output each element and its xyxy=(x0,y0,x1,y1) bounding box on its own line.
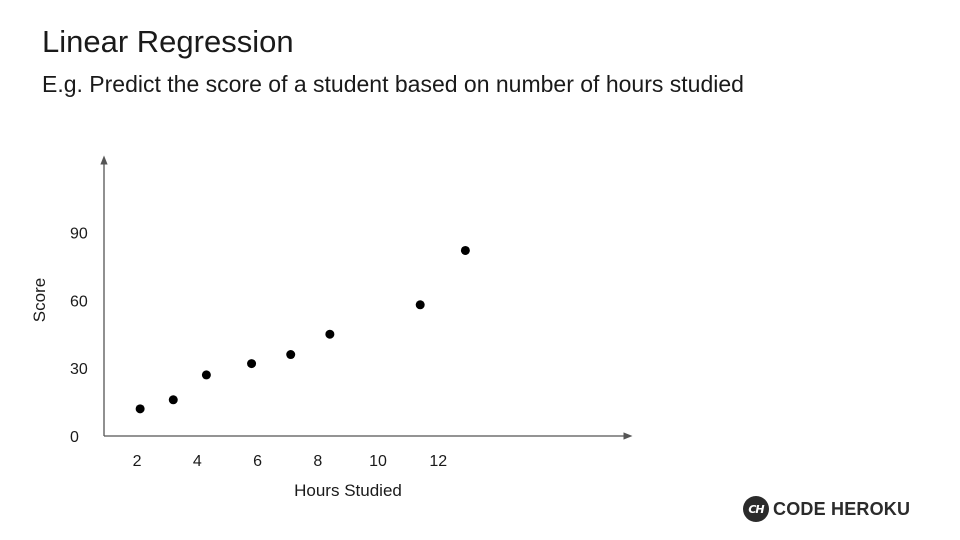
x-tick-label: 12 xyxy=(429,453,447,470)
slide-subtitle: E.g. Predict the score of a student base… xyxy=(42,71,744,97)
data-point xyxy=(286,350,296,360)
x-tick-label: 6 xyxy=(253,453,262,470)
y-tick-label: 30 xyxy=(70,361,88,378)
data-point xyxy=(168,395,178,405)
x-tick-label: 4 xyxy=(193,453,202,470)
data-point xyxy=(460,245,470,255)
y-axis-title: Score xyxy=(30,278,49,322)
data-point xyxy=(135,404,145,414)
data-point xyxy=(415,300,425,310)
y-tick-label: 90 xyxy=(70,225,88,242)
y-tick-label: 0 xyxy=(70,429,79,446)
brand-name: CODE HEROKU xyxy=(773,498,911,519)
x-tick-label: 10 xyxy=(369,453,387,470)
brand-logo: CH CODE HEROKU xyxy=(743,496,910,522)
data-point xyxy=(325,329,335,339)
data-point xyxy=(247,359,257,369)
x-tick-label: 2 xyxy=(133,453,142,470)
x-tick-label: 8 xyxy=(313,453,322,470)
y-tick-label: 60 xyxy=(70,293,88,310)
data-point xyxy=(201,370,211,380)
slide-title: Linear Regression xyxy=(42,24,294,59)
x-axis-title: Hours Studied xyxy=(294,481,402,500)
code-heroku-logo-icon: CH xyxy=(743,496,769,522)
